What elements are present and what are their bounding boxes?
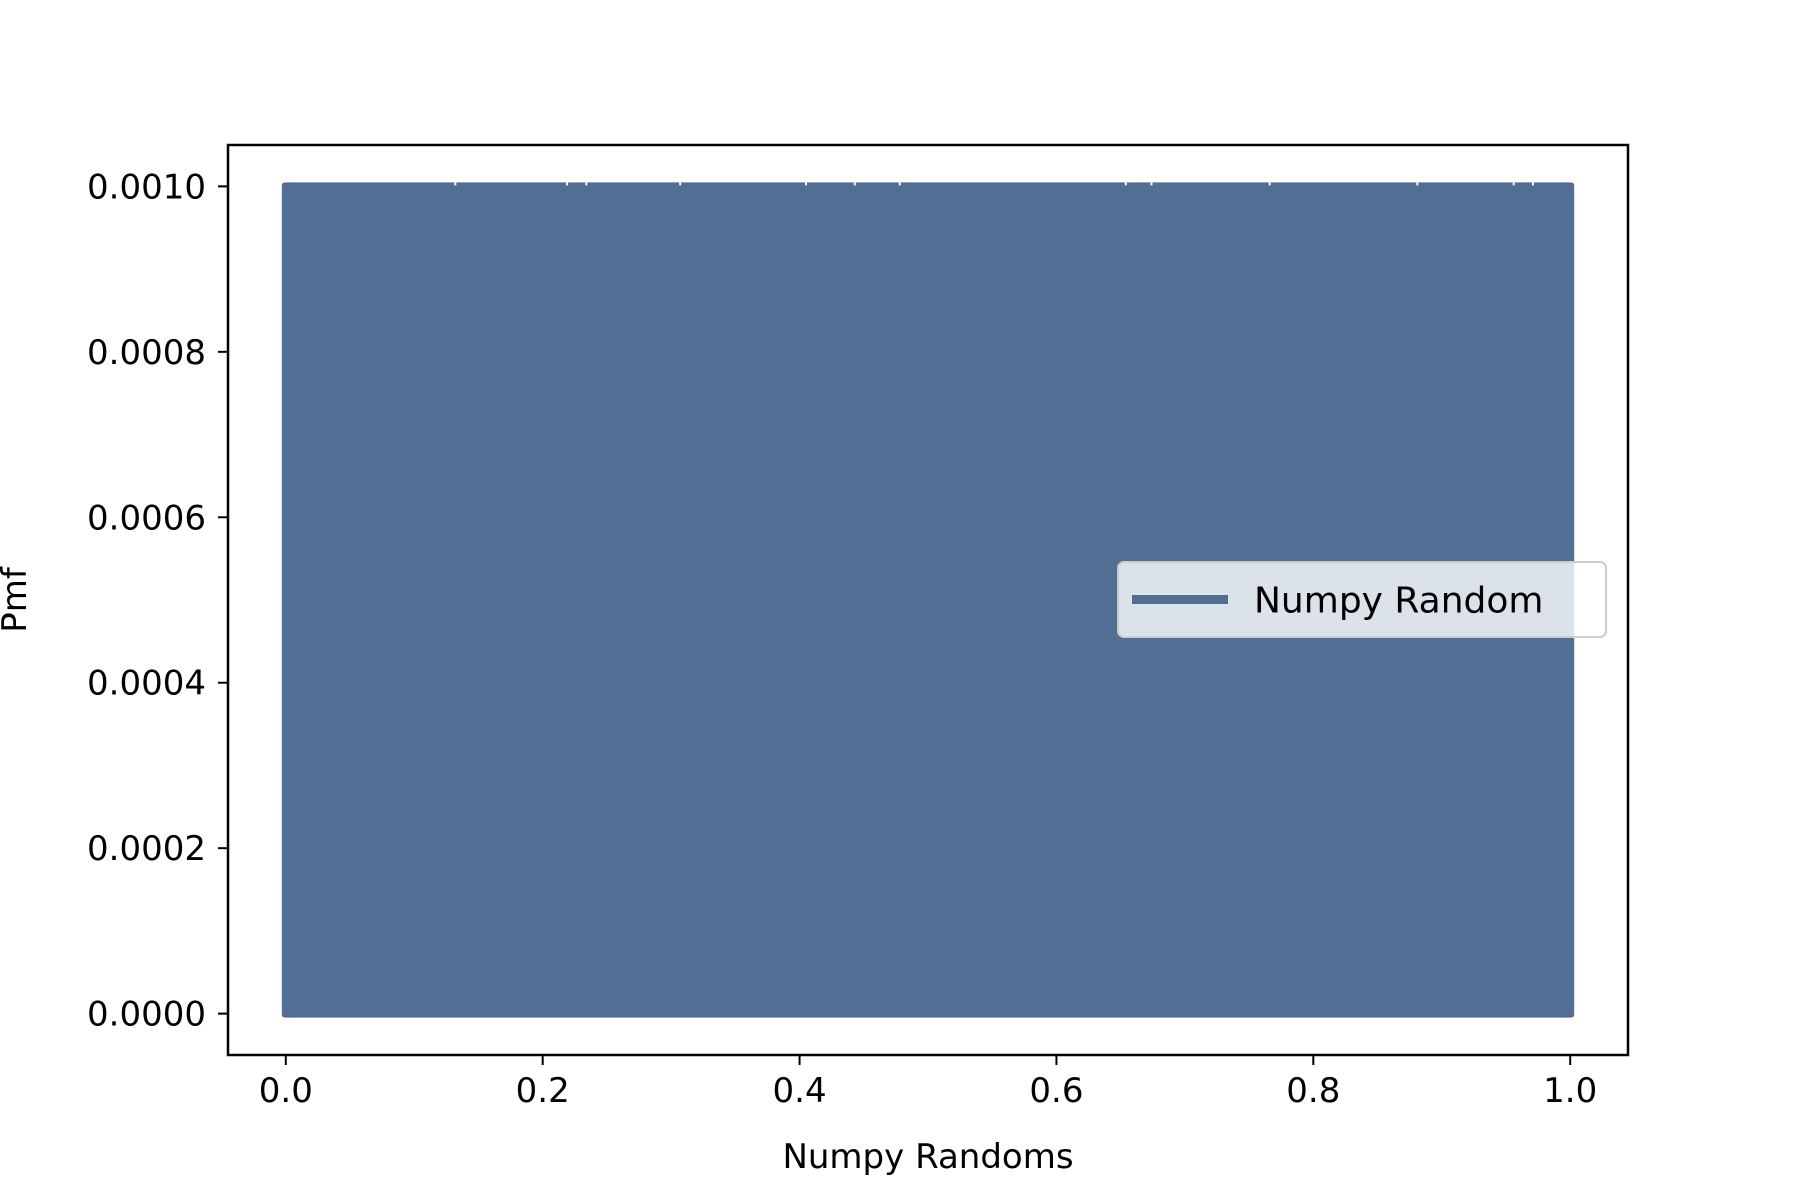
stem-gap (1124, 182, 1127, 186)
stem-gap (853, 182, 856, 186)
legend-box (1117, 561, 1607, 638)
x-tick-label: 0.6 (1029, 1071, 1083, 1111)
stem-gap (804, 182, 807, 186)
axes-frame (226, 143, 1630, 1057)
stem-gap (1416, 182, 1419, 186)
series-layer (281, 182, 1575, 1018)
legend-entry-label: Numpy Random (1254, 581, 1543, 622)
stem-gap (1512, 182, 1515, 186)
stem-gap (585, 182, 588, 186)
y-tick-label: 0.0002 (87, 829, 206, 869)
axes-layer: 0.0 0.2 0.4 0.6 0.8 1.0 0.0000 0.0002 0.0004 0.00… (87, 143, 1630, 1111)
stem-gap (1531, 182, 1534, 186)
y-tick-label: 0.0000 (87, 995, 206, 1035)
stem-gap (679, 182, 682, 186)
stem-gap (454, 182, 457, 186)
stem-gap (1150, 182, 1153, 186)
y-axis-label: Pmf (0, 566, 35, 633)
x-tick-label: 0.2 (516, 1071, 570, 1111)
stem-gap (566, 182, 569, 186)
x-axis-label: Numpy Randoms (782, 1137, 1073, 1177)
x-tick-label: 0.4 (773, 1071, 827, 1111)
x-tick-label: 0.8 (1286, 1071, 1340, 1111)
x-tick-label: 0.0 (259, 1071, 313, 1111)
y-tick-label: 0.0008 (87, 333, 206, 373)
y-tick-label: 0.0006 (87, 498, 206, 538)
stem-gap (1268, 182, 1271, 186)
pmf-stems (281, 182, 1575, 1018)
stem-gap (898, 182, 901, 186)
x-tick-label: 1.0 (1543, 1071, 1597, 1111)
y-tick-label: 0.0004 (87, 664, 206, 704)
legend: Numpy Random (1117, 561, 1607, 638)
y-tick-label: 0.0010 (87, 167, 206, 207)
